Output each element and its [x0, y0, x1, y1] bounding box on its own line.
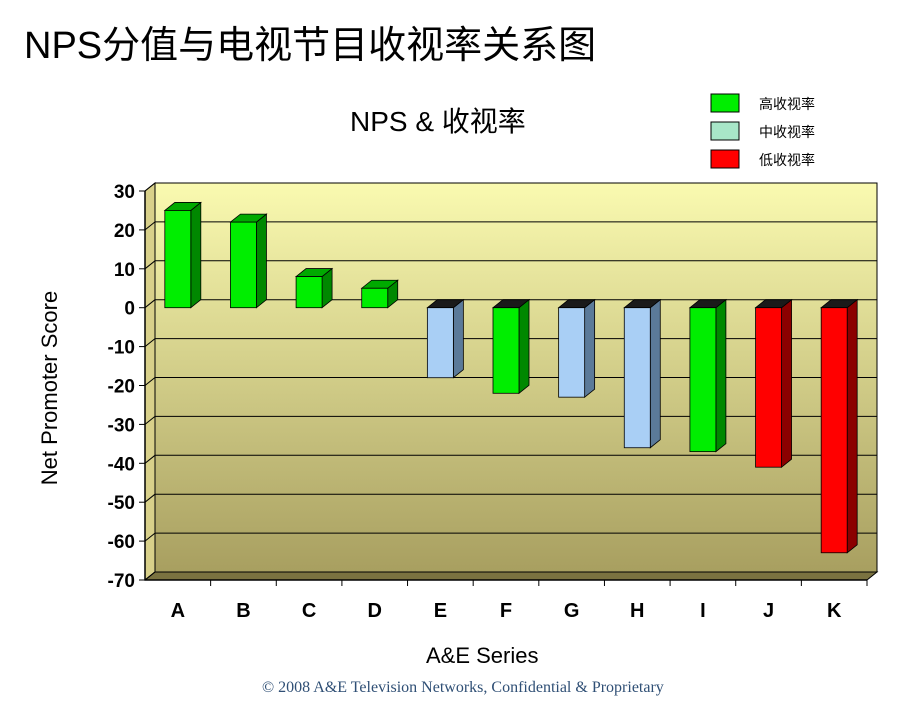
y-tick-label: -60	[108, 532, 135, 553]
bar-side-K	[846, 298, 858, 554]
bar-I	[688, 298, 728, 453]
gridline-depth	[144, 532, 156, 542]
bar-front-J	[755, 307, 782, 468]
gridline-depth	[144, 260, 156, 270]
x-tick-label-F: F	[500, 600, 512, 622]
y-tick-label: -40	[108, 454, 135, 475]
bar-side-J	[781, 298, 792, 469]
bar-H	[623, 298, 662, 449]
y-tick-label: 0	[124, 299, 135, 320]
bar-F	[491, 298, 531, 395]
x-tick-label-H: H	[630, 600, 644, 622]
y-tick-label: 10	[114, 260, 135, 281]
bar-side-B	[256, 213, 267, 309]
x-tick-label-G: G	[564, 600, 580, 622]
bar-J	[754, 298, 793, 469]
gridline-depth	[144, 338, 156, 347]
bar-front-C	[295, 276, 323, 309]
legend-swatch-2	[710, 149, 740, 169]
bar-front-E	[426, 307, 454, 379]
bar-E	[426, 298, 465, 379]
y-tick-label: -30	[108, 415, 135, 436]
x-tick-label-B: B	[236, 600, 250, 622]
gridline-depth	[144, 221, 156, 231]
gridline-depth	[144, 377, 156, 386]
gridline-depth	[144, 182, 156, 192]
gridline-depth	[144, 493, 156, 503]
legend-swatch-0	[710, 93, 740, 113]
y-tick-label: 20	[114, 221, 135, 242]
y-tick-label: -70	[108, 571, 135, 592]
x-tick-label-C: C	[302, 600, 316, 622]
bar-A	[163, 201, 202, 309]
slide-title: NPS分值与电视节目收视率关系图	[24, 25, 597, 67]
bar-K	[820, 298, 859, 554]
bar-B	[229, 213, 268, 309]
bar-side-E	[452, 298, 464, 379]
legend	[710, 93, 740, 169]
bar-front-F	[492, 307, 520, 394]
bar-side-A	[190, 201, 202, 309]
x-tick-label-D: D	[368, 600, 382, 622]
x-tick-label-J: J	[763, 600, 774, 622]
bar-front-B	[230, 221, 257, 309]
x-axis-label: A&E Series	[426, 643, 539, 668]
bar-G	[557, 298, 596, 399]
legend-label-high: 高收视率	[759, 96, 815, 112]
gridline-depth	[144, 416, 156, 425]
bar-side-G	[584, 298, 596, 399]
bar-front-H	[623, 307, 651, 449]
bar-side-H	[649, 298, 661, 449]
y-tick-label: -50	[108, 493, 135, 514]
legend-label-medium: 中收视率	[759, 124, 815, 140]
y-tick-label: -20	[108, 377, 135, 398]
bar-side-I	[715, 298, 727, 453]
bar-D	[360, 279, 399, 309]
y-tick-label: 30	[114, 182, 135, 203]
bars	[163, 201, 859, 554]
y-tick-label: -10	[108, 338, 135, 359]
gridline-depth	[144, 454, 156, 464]
x-tick-label-E: E	[434, 600, 447, 622]
bar-C	[294, 267, 334, 309]
axes: 30 20 10 0 -10 -20 -30 -40 -50 -60 -70 A B C D E F G H I J K	[108, 182, 868, 622]
legend-swatch-1	[710, 121, 740, 141]
bar-front-D	[361, 287, 389, 309]
copyright-footer: © 2008 A&E Television Networks, Confiden…	[262, 679, 664, 696]
legend-label-low: 低收视率	[759, 152, 815, 168]
x-tick-label-K: K	[827, 600, 842, 622]
y-axis-label: Net Promoter Score	[37, 290, 62, 486]
bar-front-K	[820, 307, 848, 554]
plot-floor	[143, 571, 879, 581]
gridline-depth	[144, 299, 156, 309]
bar-front-G	[558, 307, 586, 398]
bar-front-A	[164, 210, 192, 309]
bar-front-I	[689, 307, 717, 453]
bar-side-F	[518, 298, 530, 395]
x-tick-label-A: A	[171, 600, 185, 622]
x-tick-label-I: I	[700, 600, 706, 622]
gridline-depth	[144, 571, 156, 581]
chart-title: NPS & 收视率	[350, 106, 526, 137]
